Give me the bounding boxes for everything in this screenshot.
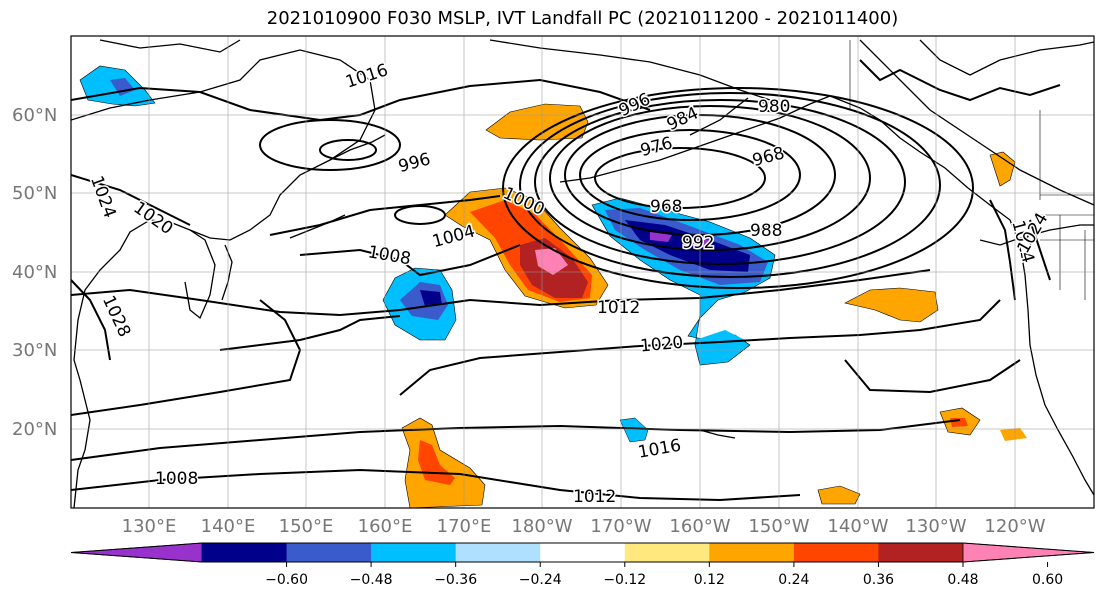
colorbar-segment bbox=[286, 543, 372, 562]
colorbar-segment bbox=[202, 543, 288, 562]
mslp-isobars bbox=[71, 59, 1061, 502]
contour-label: 988 bbox=[750, 221, 782, 241]
borders bbox=[849, 40, 1094, 300]
lon-label: 150°E bbox=[279, 516, 334, 537]
lon-label: 180°W bbox=[511, 516, 572, 537]
contour-label: 1012 bbox=[597, 298, 640, 318]
colorbar-segment bbox=[793, 543, 879, 562]
colorbar-extend-max bbox=[962, 542, 1095, 563]
ivt-shading bbox=[79, 65, 1027, 508]
latitude-labels: 60°N 50°N 40°N 30°N 20°N bbox=[12, 105, 57, 440]
lon-label: 160°E bbox=[358, 516, 413, 537]
colorbar-extend-min bbox=[70, 542, 203, 563]
lon-label: 140°E bbox=[201, 516, 256, 537]
map-title: 2021010900 F030 MSLP, IVT Landfall PC (2… bbox=[266, 8, 899, 29]
lat-label: 60°N bbox=[12, 105, 57, 126]
lon-label: 170°W bbox=[590, 516, 651, 537]
lon-label: 130°E bbox=[122, 516, 177, 537]
colorbar-segment bbox=[455, 543, 541, 562]
contour-label: 1012 bbox=[573, 487, 616, 507]
contour-label: 992 bbox=[682, 233, 714, 253]
colorbar-segment bbox=[878, 543, 964, 562]
colorbar-tick-label: −0.24 bbox=[519, 572, 562, 588]
longitude-labels: 130°E 140°E 150°E 160°E 170°E 180°W 170°… bbox=[122, 516, 1046, 537]
pos-anomaly-east bbox=[844, 287, 939, 323]
colorbar-tick-label: −0.36 bbox=[434, 572, 477, 588]
colorbar-tick-label: 0.60 bbox=[1032, 572, 1063, 588]
colorbar-segment bbox=[624, 543, 710, 562]
pos-anomaly-gulf bbox=[485, 103, 589, 141]
lon-label: 160°W bbox=[669, 516, 730, 537]
map-frame bbox=[70, 35, 1095, 509]
lat-label: 40°N bbox=[12, 262, 57, 283]
contour-label: 968 bbox=[650, 197, 682, 217]
coastlines bbox=[71, 39, 1094, 508]
contour-label: 1008 bbox=[155, 469, 198, 489]
lat-label: 20°N bbox=[12, 419, 57, 440]
lon-label: 170°E bbox=[437, 516, 492, 537]
colorbar-tick-label: 0.36 bbox=[863, 572, 894, 588]
colorbar: −0.60 −0.48 −0.36 −0.24 −0.12 0.12 0.24 0.36 0.4… bbox=[70, 542, 1095, 588]
colorbar-outline bbox=[70, 542, 1095, 563]
colorbar-tick-label: −0.60 bbox=[265, 572, 308, 588]
colorbar-tick-label: −0.12 bbox=[603, 572, 646, 588]
colorbar-tick-label: 0.12 bbox=[694, 572, 725, 588]
colorbar-segment bbox=[371, 543, 457, 562]
contour-label: 1020 bbox=[639, 333, 684, 357]
lon-label: 150°W bbox=[748, 516, 809, 537]
contour-label: 980 bbox=[758, 97, 790, 117]
lon-label: 120°W bbox=[984, 516, 1045, 537]
colorbar-segment bbox=[540, 543, 626, 562]
lon-label: 130°W bbox=[905, 516, 966, 537]
lon-label: 140°W bbox=[827, 516, 888, 537]
graticule bbox=[71, 36, 1094, 508]
colorbar-tick-label: 0.24 bbox=[778, 572, 809, 588]
colorbar-tick-label: −0.48 bbox=[350, 572, 393, 588]
colorbar-segment bbox=[709, 543, 795, 562]
lat-label: 50°N bbox=[12, 183, 57, 204]
lat-label: 30°N bbox=[12, 340, 57, 361]
colorbar-tick-label: 0.48 bbox=[947, 572, 978, 588]
